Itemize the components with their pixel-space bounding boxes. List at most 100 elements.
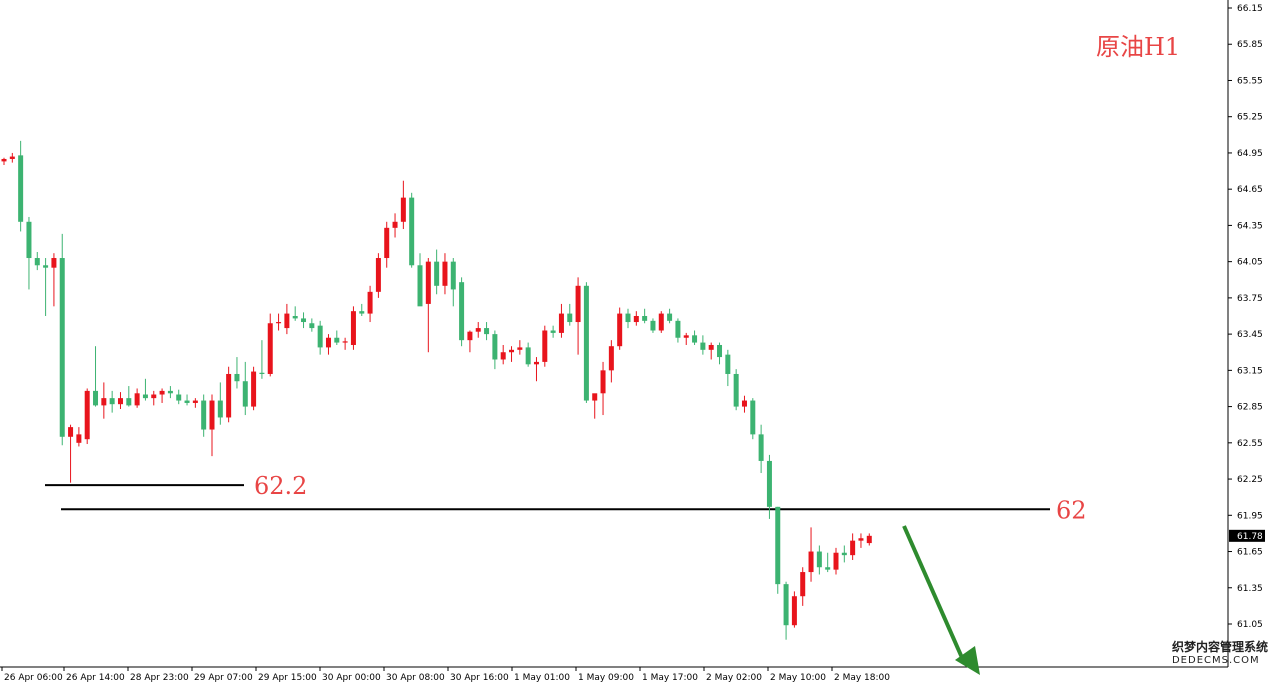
x-tick-label: 30 Apr 00:00 <box>322 673 381 682</box>
candle <box>68 424 74 483</box>
x-tick-label: 2 May 10:00 <box>770 673 826 682</box>
level-label-62: 62 <box>1056 496 1087 524</box>
candle <box>667 308 673 324</box>
candle-body <box>242 381 248 407</box>
candle <box>409 192 415 268</box>
candle <box>808 527 814 582</box>
candle-body <box>134 393 140 406</box>
y-tick-label: 62.85 <box>1237 403 1263 413</box>
candle <box>350 306 356 350</box>
candle <box>500 344 506 365</box>
candle <box>317 320 323 355</box>
chart-title: 原油H1 <box>1096 33 1180 61</box>
candle-body <box>858 538 864 541</box>
y-tick-label: 66.15 <box>1237 4 1263 14</box>
candle <box>766 454 772 519</box>
candle <box>109 390 115 413</box>
candle <box>592 393 598 419</box>
candle-body <box>617 313 623 347</box>
x-tick-label: 28 Apr 23:00 <box>130 673 189 682</box>
candle <box>309 318 315 332</box>
candle-body <box>109 398 115 405</box>
x-tick-label: 29 Apr 07:00 <box>194 673 253 682</box>
candle-body <box>251 371 257 407</box>
y-tick-label: 63.45 <box>1237 330 1263 340</box>
candle <box>608 340 614 383</box>
candle <box>101 382 107 419</box>
candle-body <box>600 370 606 394</box>
candle <box>733 369 739 411</box>
candle-body <box>492 334 498 360</box>
candle <box>1 157 7 166</box>
candle-body <box>542 330 548 362</box>
candle <box>284 303 290 335</box>
candle <box>26 216 32 290</box>
candle <box>342 337 348 350</box>
candle-body <box>700 342 706 350</box>
candle <box>866 533 872 546</box>
candle-body <box>425 261 431 304</box>
candle-body <box>517 347 523 350</box>
candle-body <box>59 258 65 437</box>
candle <box>467 330 473 353</box>
candle <box>242 361 248 416</box>
x-tick-label: 2 May 02:00 <box>706 673 762 682</box>
y-tick-label: 64.35 <box>1237 221 1263 231</box>
candle-body <box>633 316 639 323</box>
candle-body <box>284 313 290 329</box>
candle <box>442 253 448 295</box>
candle-body <box>509 349 515 353</box>
candle-body <box>667 313 673 321</box>
candle-body <box>658 313 664 331</box>
candle-body <box>325 337 331 348</box>
candle-body <box>575 285 581 323</box>
candle <box>475 322 481 338</box>
candle-body <box>317 325 323 348</box>
candle-body <box>850 540 856 556</box>
candle-body <box>484 328 490 335</box>
y-tick-label: 65.25 <box>1237 113 1263 123</box>
candle <box>816 545 822 575</box>
price-axis: 66.15 65.85 65.55 65.25 64.95 64.65 64.35 64.05… <box>1228 4 1265 630</box>
y-tick-label: 61.65 <box>1237 548 1263 558</box>
candle-body <box>334 337 340 343</box>
candle <box>492 330 498 370</box>
candle <box>575 277 581 355</box>
candle <box>533 357 539 382</box>
candle <box>583 282 589 403</box>
candle <box>117 392 123 410</box>
candle <box>209 394 215 457</box>
x-tick-label: 29 Apr 15:00 <box>258 673 317 682</box>
candle <box>517 340 523 355</box>
candle <box>18 140 24 232</box>
candle-body <box>500 352 506 360</box>
candle <box>783 581 789 640</box>
candle <box>51 253 57 307</box>
candle-body <box>625 313 631 323</box>
y-tick-label: 61.95 <box>1237 511 1263 521</box>
y-tick-label: 62.55 <box>1237 439 1263 449</box>
candle-body <box>808 551 814 573</box>
candle-body <box>18 155 24 222</box>
candle <box>142 378 148 401</box>
candle <box>600 361 606 416</box>
x-tick-label: 1 May 09:00 <box>578 673 634 682</box>
candle-body <box>392 221 398 228</box>
candle <box>201 394 207 437</box>
y-tick-label: 61.05 <box>1237 620 1263 630</box>
x-tick-label: 26 Apr 14:00 <box>66 673 125 682</box>
candle-body <box>783 584 789 626</box>
candle-body <box>201 400 207 430</box>
candle <box>525 342 531 367</box>
x-tick-label: 26 Apr 06:00 <box>4 673 63 682</box>
y-tick-label: 61.35 <box>1237 584 1263 594</box>
candle <box>276 313 282 331</box>
watermark: 织梦内容管理系统 DEDECMS.COM <box>1172 640 1268 668</box>
candle-body <box>34 258 40 266</box>
candle-body <box>192 400 198 403</box>
candle <box>658 311 664 333</box>
candle <box>708 342 714 360</box>
candle <box>384 221 390 268</box>
candle <box>392 213 398 238</box>
candle <box>725 349 731 387</box>
